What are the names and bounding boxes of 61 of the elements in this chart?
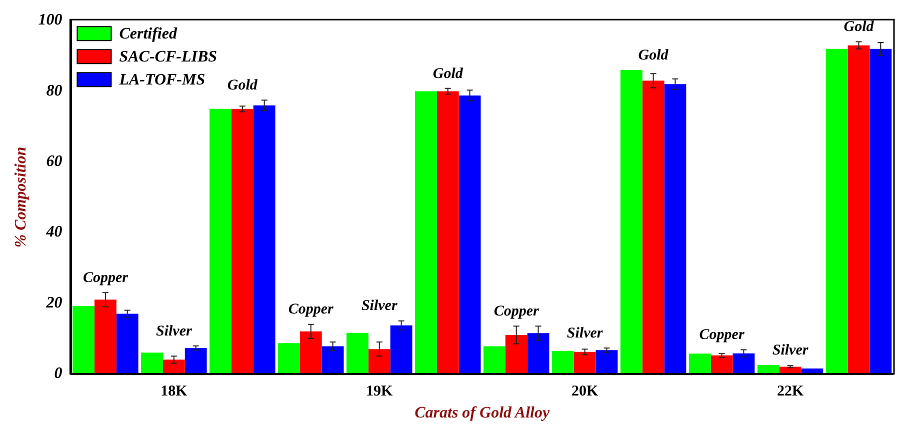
bar: [231, 108, 254, 374]
legend-label: LA-TOF-MS: [118, 72, 206, 89]
bar: [346, 332, 368, 374]
bar: [688, 354, 711, 374]
annotation: Silver: [156, 323, 192, 340]
bar: [390, 325, 412, 374]
bar: [414, 91, 437, 374]
legend-label: Certified: [119, 26, 178, 43]
bar: [732, 353, 755, 374]
bar: [483, 346, 506, 374]
bar: [826, 48, 848, 374]
annotation: Silver: [361, 298, 398, 314]
y-tick-label: 100: [38, 12, 62, 29]
annotation: Copper: [82, 270, 128, 286]
bar: [184, 348, 207, 374]
bar: [253, 105, 276, 374]
x-tick-label: 18K: [160, 384, 188, 400]
bar: [664, 84, 686, 374]
bar: [300, 331, 322, 374]
bar: [436, 91, 459, 374]
annotation: Gold: [227, 77, 258, 94]
bar: [757, 364, 780, 374]
annotation: Gold: [844, 19, 874, 36]
legend-label: SAC-CF-LIBS: [119, 48, 218, 66]
bar: [141, 352, 163, 374]
bar: [574, 352, 596, 374]
bar: [642, 80, 664, 374]
bar: [870, 48, 892, 374]
annotation: Copper: [494, 303, 540, 320]
annotation: Copper: [288, 302, 334, 318]
bar: [210, 108, 232, 374]
bar: [322, 346, 344, 374]
bar: [505, 334, 528, 374]
bar: [596, 350, 618, 374]
bar: [710, 355, 733, 374]
bar: [848, 45, 870, 374]
bar: [458, 95, 481, 374]
bar: [72, 306, 94, 374]
bar: [527, 333, 550, 374]
bar: [620, 70, 642, 374]
annotation: Copper: [699, 327, 744, 344]
annotation: Silver: [772, 342, 808, 358]
x-tick-label: 20K: [571, 384, 598, 400]
bar: [162, 360, 185, 374]
y-tick-label: 80: [46, 82, 62, 100]
annotation: Gold: [638, 47, 669, 64]
bar: [116, 314, 138, 374]
annotation: Gold: [432, 66, 464, 82]
bar: [368, 349, 390, 374]
y-axis-title: % Composition: [12, 146, 30, 248]
annotation: Silver: [566, 325, 603, 342]
y-tick-label: 0: [54, 364, 62, 382]
x-axis-title: Carats of Gold Alloy: [414, 404, 550, 422]
y-tick-label: 20: [45, 294, 62, 312]
y-tick-label: 60: [46, 153, 62, 170]
bar: [552, 350, 574, 374]
bar: [278, 343, 300, 374]
x-tick-label: 22K: [776, 384, 804, 400]
bar: [94, 300, 116, 374]
x-tick-label: 19K: [366, 384, 394, 400]
y-tick-label: 40: [45, 224, 62, 241]
